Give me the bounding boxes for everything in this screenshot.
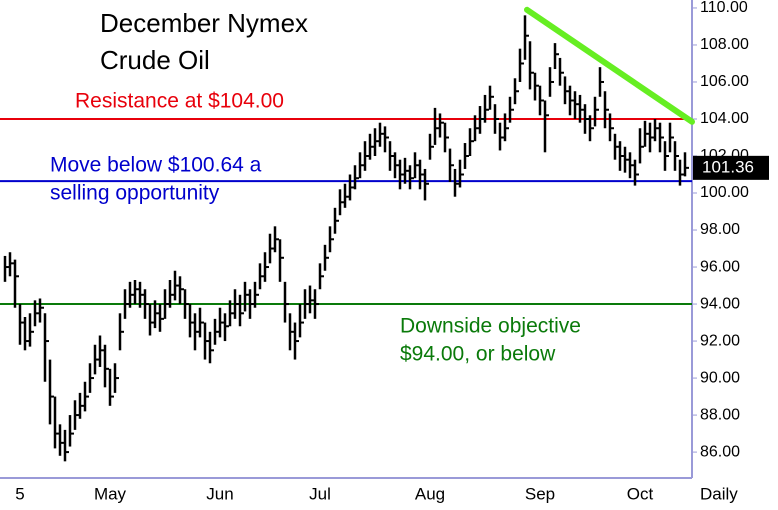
y-tick-label: 90.00 xyxy=(700,369,740,386)
x-tick-label: May xyxy=(94,484,127,503)
y-tick-label: 110.00 xyxy=(700,0,748,16)
x-tick-label: Oct xyxy=(627,484,654,503)
x-tick-label: Sep xyxy=(525,484,555,503)
annotation: $94.00, or below xyxy=(400,343,556,366)
y-tick-label: 88.00 xyxy=(700,406,740,423)
y-tick-label: 86.00 xyxy=(700,443,740,460)
y-tick-label: 100.00 xyxy=(700,184,749,201)
x-tick-label: Jul xyxy=(309,484,331,503)
y-tick-label: 94.00 xyxy=(700,295,740,312)
y-tick-label: 106.00 xyxy=(700,73,749,90)
annotation: Downside objective xyxy=(400,315,581,338)
x-tick-label: 5 xyxy=(15,484,24,503)
chart-title: Crude Oil xyxy=(100,45,210,75)
x-axis-label: Daily xyxy=(700,484,738,503)
trendline xyxy=(524,6,695,125)
annotation: Resistance at $104.00 xyxy=(75,90,284,113)
last-price-label: 101.36 xyxy=(702,157,754,176)
y-tick-label: 104.00 xyxy=(700,110,749,127)
x-tick-label: Aug xyxy=(415,484,445,503)
y-tick-label: 92.00 xyxy=(700,332,740,349)
y-tick-label: 98.00 xyxy=(700,221,740,238)
annotation: Move below $100.64 a xyxy=(50,154,262,177)
annotation: selling opportunity xyxy=(50,182,220,205)
x-tick-label: Jun xyxy=(206,484,233,503)
chart-title: December Nymex xyxy=(100,8,308,38)
y-tick-label: 108.00 xyxy=(700,36,749,53)
y-tick-label: 96.00 xyxy=(700,258,740,275)
last-price-box xyxy=(693,155,769,180)
